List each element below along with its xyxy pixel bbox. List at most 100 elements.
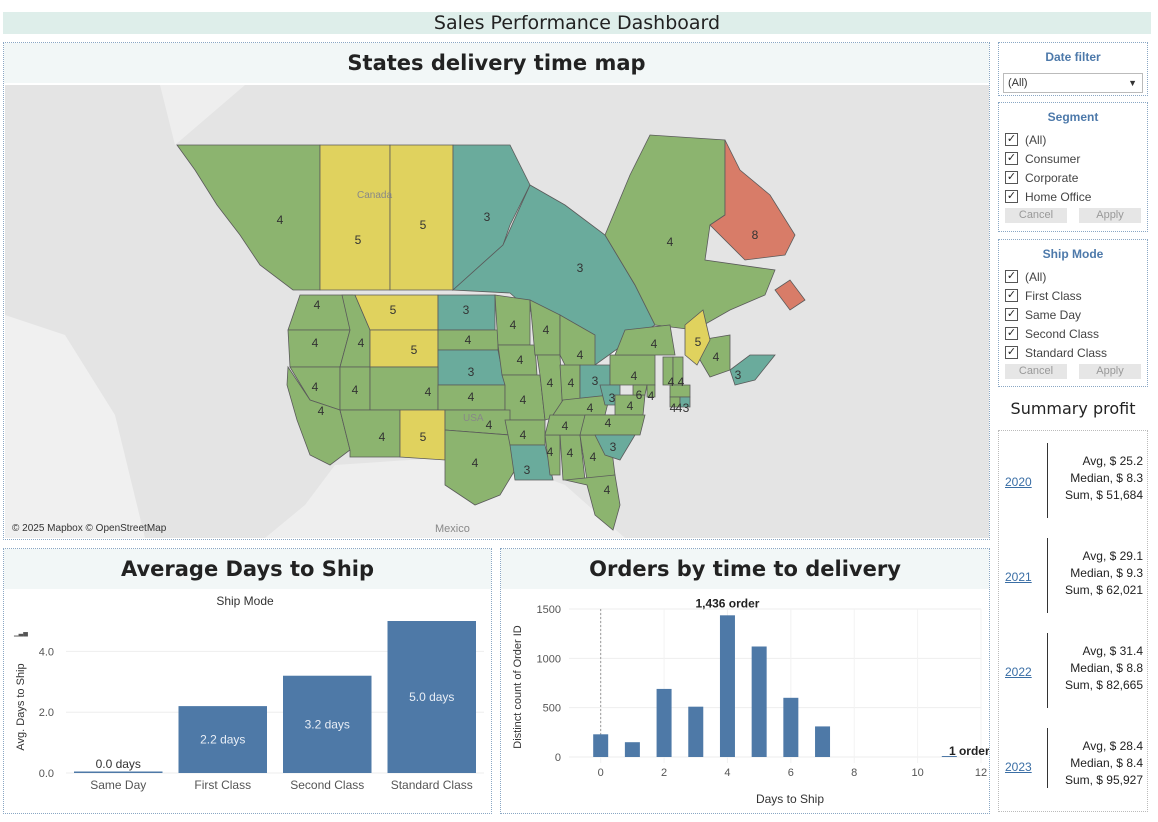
y-axis-label: Distinct count of Order ID xyxy=(512,625,524,749)
map-region-arizona[interactable] xyxy=(339,409,401,458)
checkbox-checked-icon[interactable]: ✓ xyxy=(1005,270,1018,283)
median-profit: Median, $ 8.4 xyxy=(1070,756,1143,770)
map-title: States delivery time map xyxy=(4,43,989,83)
map-region-rhode-island[interactable] xyxy=(679,396,691,408)
orders-title: Orders by time to delivery xyxy=(501,549,989,589)
map-region-texas[interactable] xyxy=(444,429,516,506)
bar-days-3[interactable] xyxy=(688,706,704,757)
segment-option-home-office[interactable]: ✓ Home Office xyxy=(999,187,1147,206)
map-region-louisiana[interactable] xyxy=(509,444,554,481)
checkbox-checked-icon[interactable]: ✓ xyxy=(1005,327,1018,340)
bar-annotation: 1,436 order xyxy=(695,596,759,610)
map-value-label: 4 xyxy=(651,337,658,351)
map-region-maine[interactable] xyxy=(684,309,711,366)
orders-chart[interactable]: 0 500 1000 1500 0 2 4 6 8 10 12 1,436 order 1 order D… xyxy=(501,589,989,813)
date-filter-dropdown[interactable]: (All) ▼ xyxy=(1003,73,1143,93)
ship-mode-option-second-class[interactable]: ✓ Second Class xyxy=(999,324,1147,343)
map-value-label: 5 xyxy=(355,233,362,247)
segment-apply-button[interactable]: Apply xyxy=(1079,208,1141,223)
median-profit: Median, $ 9.3 xyxy=(1070,566,1143,580)
segment-option-all[interactable]: ✓ (All) xyxy=(999,130,1147,149)
map-region-florida[interactable] xyxy=(564,474,621,531)
map-region-maryland[interactable] xyxy=(632,384,648,396)
ship-mode-apply-button[interactable]: Apply xyxy=(1079,364,1141,379)
segment-cancel-button[interactable]: Cancel xyxy=(1005,208,1067,223)
ship-mode-option-standard-class[interactable]: ✓ Standard Class xyxy=(999,343,1147,362)
map-value-label: 4 xyxy=(425,385,432,399)
avg-days-chart[interactable]: Ship Mode Avg. Days to Ship ▁▃▅ 0.0 2.0 4.0 0.… xyxy=(4,589,491,813)
year-link[interactable]: 2020 xyxy=(1005,475,1032,489)
map-value-label: 4 xyxy=(568,376,575,390)
map-value-label: 4 xyxy=(670,401,677,415)
year-link[interactable]: 2021 xyxy=(1005,570,1032,584)
bar-chart-icon: ▁▃▅ xyxy=(13,631,28,637)
ship-mode-option-first-class[interactable]: ✓ First Class xyxy=(999,286,1147,305)
bar-days-1[interactable] xyxy=(624,742,640,757)
map-region-north-carolina[interactable] xyxy=(579,414,646,436)
map-region-alberta[interactable] xyxy=(319,144,391,291)
year-divider-line xyxy=(1047,633,1048,708)
ship-mode-filter: Ship Mode ✓ (All) ✓ First Class ✓ Same Day ✓ Se… xyxy=(998,239,1148,387)
map-region-nova-scotia[interactable] xyxy=(729,354,776,386)
segment-options: ✓ (All) ✓ Consumer ✓ Corporate ✓ Home Office xyxy=(999,130,1147,206)
bar-days-7[interactable] xyxy=(815,726,831,757)
x-tick-label: 0 xyxy=(598,767,604,779)
segment-option-label: Corporate xyxy=(1025,170,1079,185)
x-tick-label: 2 xyxy=(661,767,667,779)
map-value-label: 3 xyxy=(592,374,599,388)
year-stats: Avg, $ 25.2 Median, $ 8.3 Sum, $ 51,684 xyxy=(1065,453,1143,504)
bar-days-0[interactable] xyxy=(593,734,609,757)
segment-option-corporate[interactable]: ✓ Corporate xyxy=(999,168,1147,187)
map-value-label: 4 xyxy=(577,348,584,362)
segment-filter: Segment ✓ (All) ✓ Consumer ✓ Corporate ✓ Home O… xyxy=(998,102,1148,232)
checkbox-checked-icon[interactable]: ✓ xyxy=(1005,346,1018,359)
map-region-montana[interactable] xyxy=(354,294,439,331)
x-tick-label: 12 xyxy=(975,767,987,779)
map-region-newfoundland-and-labrador[interactable] xyxy=(709,139,806,311)
checkbox-checked-icon[interactable]: ✓ xyxy=(1005,133,1018,146)
y-tick-label: 500 xyxy=(543,703,561,715)
checkbox-checked-icon[interactable]: ✓ xyxy=(1005,289,1018,302)
year-link[interactable]: 2023 xyxy=(1005,760,1032,774)
map-region-california[interactable] xyxy=(286,365,351,466)
checkbox-checked-icon[interactable]: ✓ xyxy=(1005,171,1018,184)
map-value-label: 3 xyxy=(484,210,491,224)
segment-option-consumer[interactable]: ✓ Consumer xyxy=(999,149,1147,168)
map-region-new-york[interactable] xyxy=(614,324,676,356)
checkbox-checked-icon[interactable]: ✓ xyxy=(1005,152,1018,165)
map-region-delaware[interactable] xyxy=(646,384,656,398)
ship-mode-options: ✓ (All) ✓ First Class ✓ Same Day ✓ Second Class… xyxy=(999,267,1147,362)
map-region-south-carolina[interactable] xyxy=(594,434,636,461)
segment-filter-title: Segment xyxy=(1047,110,1099,124)
map-region-wyoming[interactable] xyxy=(369,329,439,368)
map-region-oregon[interactable] xyxy=(287,329,351,368)
checkbox-checked-icon[interactable]: ✓ xyxy=(1005,190,1018,203)
bar-days-6[interactable] xyxy=(783,697,799,757)
map-value-label: 3 xyxy=(524,463,531,477)
ship-mode-option-label: (All) xyxy=(1025,269,1047,284)
map-value-label: 4 xyxy=(352,383,359,397)
map-value-label: 4 xyxy=(468,390,475,404)
bar-days-11[interactable] xyxy=(941,756,957,757)
year-divider-line xyxy=(1047,728,1048,788)
bar-data-label: 3.2 days xyxy=(305,717,350,731)
segment-option-label: Consumer xyxy=(1025,151,1081,166)
year-link[interactable]: 2022 xyxy=(1005,665,1032,679)
bar-first-class[interactable] xyxy=(178,706,268,773)
bar-second-class[interactable] xyxy=(283,675,372,773)
bar-days-5[interactable] xyxy=(751,646,767,757)
map-value-label: 4 xyxy=(627,399,634,413)
bar-same-day[interactable] xyxy=(74,771,163,774)
bar-days-2[interactable] xyxy=(656,688,672,757)
bar-days-4[interactable] xyxy=(719,615,735,757)
checkbox-checked-icon[interactable]: ✓ xyxy=(1005,308,1018,321)
ship-mode-option-same-day[interactable]: ✓ Same Day xyxy=(999,305,1147,324)
ship-mode-option-all[interactable]: ✓ (All) xyxy=(999,267,1147,286)
bar-standard-class[interactable] xyxy=(387,621,477,773)
map-value-label: 4 xyxy=(587,401,594,415)
x-tick-label: 4 xyxy=(724,767,730,779)
ship-mode-cancel-button[interactable]: Cancel xyxy=(1005,364,1067,379)
map-value-label: 4 xyxy=(713,350,720,364)
